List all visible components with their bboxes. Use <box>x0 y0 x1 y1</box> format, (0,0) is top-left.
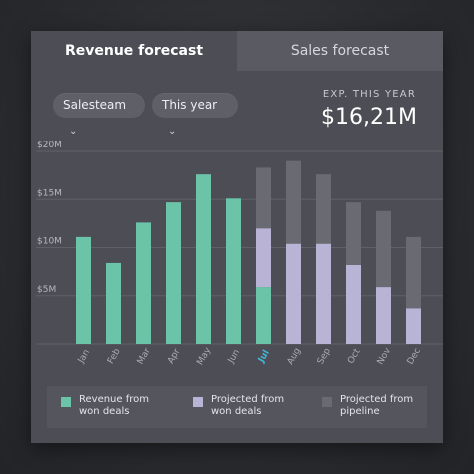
legend-projected-pipeline-line1: Projected from <box>340 394 414 405</box>
x-tick-label: Nov <box>376 346 394 367</box>
bar-oct-series2 <box>346 202 361 265</box>
y-tick-label: $20M <box>37 141 62 150</box>
x-tick-label: Jun <box>226 348 242 366</box>
x-tick-label: Jan <box>76 348 92 366</box>
legend-swatch-projected-won <box>193 397 203 407</box>
bar-dec-series2 <box>406 236 421 309</box>
bar-dec-series1 <box>406 308 421 344</box>
legend-projected-won-line2: won deals <box>211 406 262 417</box>
legend-projected-won: Projected from won deals <box>211 394 284 418</box>
bar-oct-series1 <box>346 264 361 344</box>
legend-projected-pipeline: Projected from pipeline <box>340 394 413 418</box>
bar-jan-series0 <box>76 236 91 344</box>
bar-may-series0 <box>196 174 211 344</box>
period-dropdown-label: This year <box>162 98 218 112</box>
legend-swatch-pipeline <box>322 397 332 407</box>
legend-projected-pipeline-line2: pipeline <box>340 406 380 417</box>
tab-revenue-forecast[interactable]: Revenue forecast <box>31 31 237 71</box>
bar-jul-series2 <box>256 167 271 229</box>
bar-feb-series0 <box>106 262 121 344</box>
legend-revenue-won: Revenue from won deals <box>79 394 149 418</box>
chevron-down-icon: ⌄ <box>168 126 177 137</box>
legend-revenue-won-line2: won deals <box>79 406 130 417</box>
legend-swatch-revenue <box>61 397 71 407</box>
chart-legend: Revenue from won deals Projected from wo… <box>47 386 427 428</box>
x-tick-label: Aug <box>286 346 303 366</box>
x-tick-label: Feb <box>106 347 123 366</box>
x-tick-label: Sep <box>316 346 333 366</box>
revenue-bar-chart: $20M $15M $10M $5M Jan Feb Mar Apr May Jun Jul Aug S… <box>36 141 443 367</box>
revenue-card: Revenue forecast Sales forecast Salestea… <box>31 31 443 443</box>
y-tick-label: $10M <box>37 237 62 247</box>
legend-projected-won-line1: Projected from <box>211 394 285 405</box>
y-tick-label: $5M <box>37 285 56 295</box>
bar-nov-series2 <box>376 210 391 288</box>
y-tick-label: $15M <box>37 188 62 198</box>
x-tick-label: Mar <box>136 346 153 366</box>
team-dropdown-label: Salesteam <box>63 98 127 112</box>
tab-sales-forecast[interactable]: Sales forecast <box>237 31 443 71</box>
bar-nov-series1 <box>376 287 391 344</box>
legend-revenue-won-line1: Revenue from <box>79 394 149 405</box>
x-tick-label: Apr <box>166 347 183 366</box>
period-dropdown[interactable]: This year ⌄ <box>152 93 238 137</box>
x-tick-label: Jul <box>256 348 272 365</box>
bar-aug-series2 <box>286 160 301 244</box>
bar-mar-series0 <box>136 222 151 344</box>
bar-sep-series1 <box>316 243 331 344</box>
bar-aug-series1 <box>286 243 301 344</box>
summary-value: $16,21M <box>321 105 417 130</box>
bar-apr-series0 <box>166 202 181 344</box>
x-tick-label: Oct <box>346 347 363 366</box>
chevron-down-icon: ⌄ <box>69 126 78 137</box>
bar-jul-series0 <box>256 287 271 344</box>
summary-label: EXP. THIS YEAR <box>322 89 416 100</box>
bar-sep-series2 <box>316 174 331 244</box>
x-tick-label: Dec <box>406 346 423 366</box>
x-tick-label: May <box>195 345 213 367</box>
bar-jun-series0 <box>226 198 241 344</box>
tab-bar: Revenue forecast Sales forecast <box>31 31 443 71</box>
bar-jul-series1 <box>256 228 271 288</box>
team-dropdown[interactable]: Salesteam ⌄ <box>53 93 145 137</box>
